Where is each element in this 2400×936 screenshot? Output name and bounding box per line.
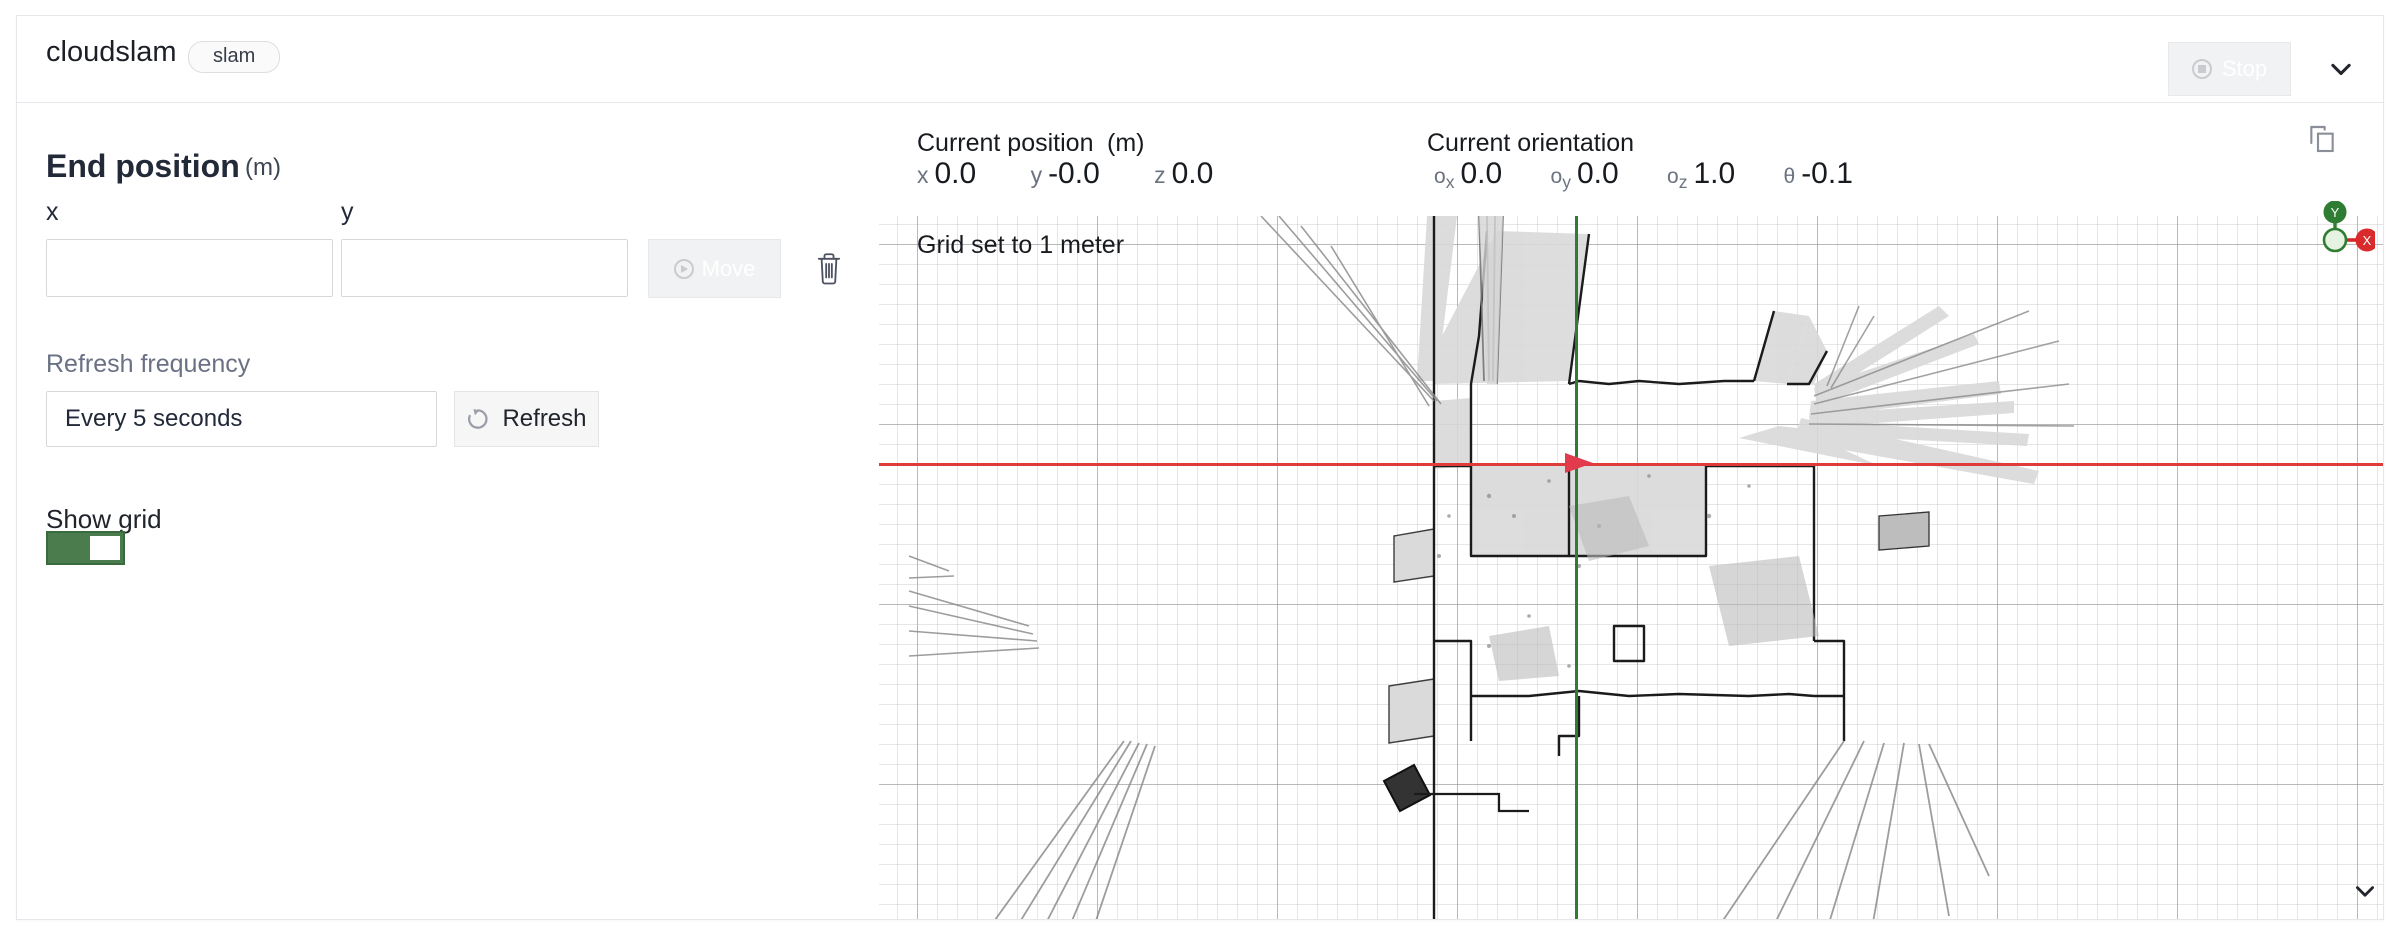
svg-text:X: X [2363,233,2372,248]
svg-text:Y: Y [2331,205,2340,220]
